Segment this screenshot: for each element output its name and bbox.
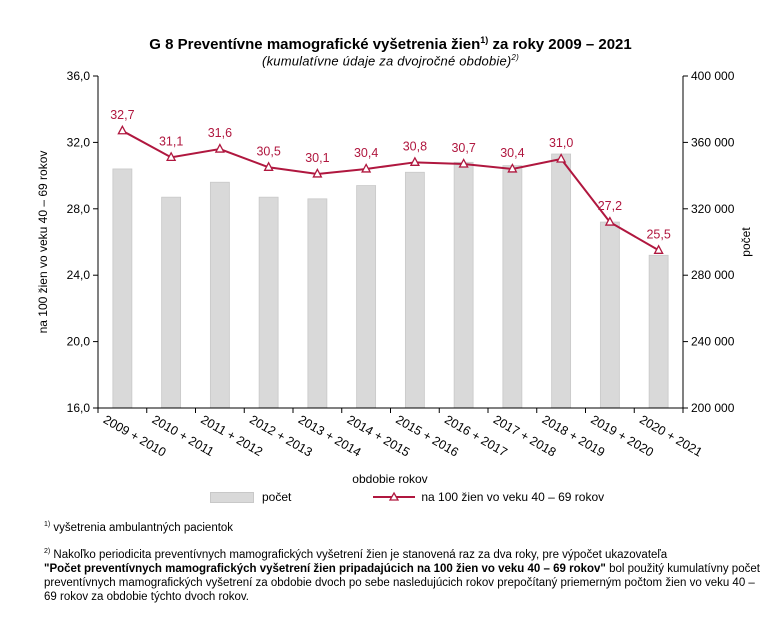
data-label: 30,4 bbox=[500, 146, 524, 160]
data-label: 30,8 bbox=[403, 139, 427, 153]
footnote-1: 1) vyšetrenia ambulantných pacientok bbox=[44, 518, 764, 535]
chart-subtitle-text: (kumulatívne údaje za dvojročné obdobie) bbox=[262, 53, 512, 69]
bar bbox=[404, 171, 425, 409]
line-point bbox=[214, 143, 225, 153]
data-label: 25,5 bbox=[646, 227, 670, 241]
bar bbox=[502, 165, 523, 409]
y-right-tick-label: 280 000 bbox=[691, 268, 735, 282]
bar bbox=[599, 221, 620, 409]
line-point bbox=[507, 163, 518, 173]
line-point bbox=[458, 158, 469, 168]
line-point bbox=[556, 153, 567, 163]
subtitle-footnote-mark: 2) bbox=[511, 53, 519, 62]
data-label: 30,4 bbox=[354, 146, 378, 160]
legend-bar-label: počet bbox=[262, 490, 292, 504]
y-left-tick-label: 16,0 bbox=[67, 401, 91, 415]
data-label: 30,1 bbox=[305, 151, 329, 165]
chart-title-text: G 8 Preventívne mamografické vyšetrenia … bbox=[149, 36, 481, 53]
line-point bbox=[263, 161, 274, 171]
y-left-tick-label: 28,0 bbox=[67, 202, 91, 216]
line-point bbox=[653, 244, 664, 254]
legend-item-line: na 100 žien vo veku 40 – 69 rokov bbox=[373, 490, 604, 504]
footnote-2-mark: 2) bbox=[44, 548, 51, 555]
y-left-tick-label: 20,0 bbox=[67, 335, 91, 349]
y-right-tick-label: 240 000 bbox=[691, 335, 735, 349]
title-footnote-mark: 1) bbox=[480, 35, 489, 45]
x-axis-title: obdobie rokov bbox=[352, 472, 427, 486]
y-right-tick-label: 360 000 bbox=[691, 135, 735, 149]
y-axis-right-title: počet bbox=[739, 227, 753, 257]
legend-bar-swatch bbox=[210, 491, 254, 503]
line-point bbox=[117, 124, 128, 135]
chart-legend: počet na 100 žien vo veku 40 – 69 rokov bbox=[210, 490, 604, 504]
legend-item-bars: počet bbox=[210, 490, 291, 504]
line-point bbox=[166, 151, 177, 161]
y-axis-left-title: na 100 žien vo veku 40 – 69 rokov bbox=[36, 151, 50, 334]
bar bbox=[112, 168, 133, 409]
chart-subtitle: (kumulatívne údaje za dvojročné obdobie)… bbox=[0, 53, 781, 68]
legend-line-label: na 100 žien vo veku 40 – 69 rokov bbox=[421, 490, 605, 504]
data-label: 31,6 bbox=[208, 126, 232, 140]
footnote-1-mark: 1) bbox=[44, 521, 51, 528]
data-label: 30,5 bbox=[256, 144, 280, 158]
bar bbox=[356, 185, 377, 409]
legend-line-swatch bbox=[373, 491, 416, 501]
chart-title-tail: za roky 2009 – 2021 bbox=[488, 36, 632, 53]
combo-chart: 16,0 20,0 24,0 28,0 32,0 36,0 200 000 240 000 28… bbox=[36, 69, 753, 486]
data-label: 27,2 bbox=[598, 199, 622, 213]
bar bbox=[648, 254, 669, 409]
bar bbox=[453, 161, 474, 409]
line-point bbox=[604, 216, 615, 226]
bar bbox=[307, 198, 328, 409]
data-label: 31,1 bbox=[159, 134, 183, 148]
bar bbox=[551, 153, 572, 409]
line-point bbox=[361, 163, 372, 173]
footnote-1-text: vyšetrenia ambulantných pacientok bbox=[50, 521, 234, 534]
line-point bbox=[312, 168, 323, 178]
data-label: 32,7 bbox=[110, 108, 134, 122]
y-right-tick-label: 400 000 bbox=[691, 69, 735, 83]
y-left-tick-label: 36,0 bbox=[67, 69, 91, 83]
y-left-tick-label: 24,0 bbox=[67, 268, 91, 282]
y-right-tick-label: 320 000 bbox=[691, 202, 735, 216]
bar bbox=[161, 196, 182, 409]
footnote-2-text-b: bol použitý kumulatívny počet preventívn… bbox=[44, 562, 760, 603]
chart-title: G 8 Preventívne mamografické vyšetrenia … bbox=[0, 35, 781, 53]
series-line bbox=[121, 129, 660, 252]
footnote-2: 2) Nakoľko periodicita preventívnych mam… bbox=[44, 545, 764, 604]
y-right-tick-label: 200 000 bbox=[691, 401, 735, 415]
footnote-2-bold: "Počet preventívnych mamografických vyše… bbox=[44, 562, 606, 575]
y-left-tick-label: 32,0 bbox=[67, 135, 91, 149]
bar bbox=[258, 196, 279, 409]
footnote-2-text-a: Nakoľko periodicita preventívnych mamogr… bbox=[50, 548, 668, 561]
data-label: 30,7 bbox=[451, 141, 475, 155]
bar bbox=[209, 181, 230, 409]
line-point bbox=[409, 156, 420, 166]
data-label: 31,0 bbox=[549, 136, 573, 150]
